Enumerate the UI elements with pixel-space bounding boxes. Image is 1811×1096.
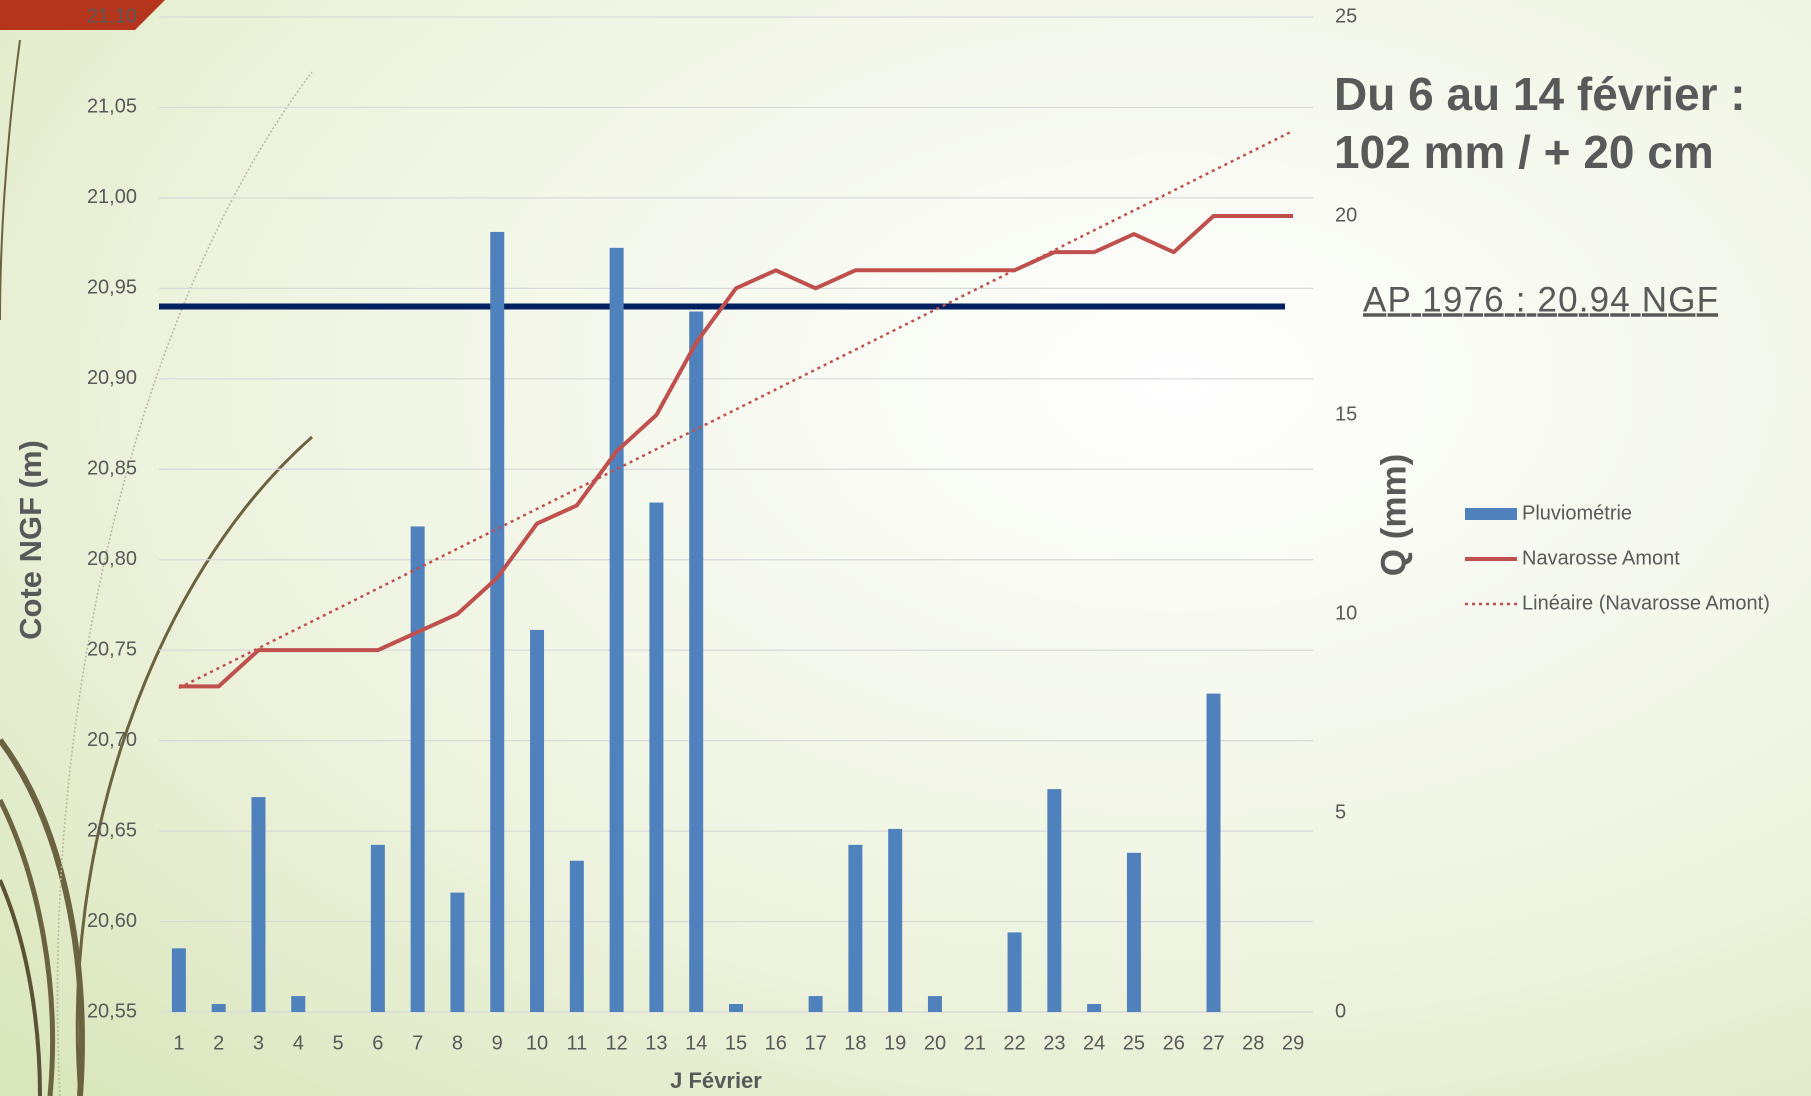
x-tick-label: 8 [452,1032,463,1054]
bar [1207,694,1221,1012]
bar [411,526,425,1012]
x-tick-label: 23 [1043,1032,1065,1054]
x-tick-label: 1 [173,1032,184,1054]
x-tick-label: 21 [964,1032,986,1054]
x-tick-label: 12 [605,1032,627,1054]
x-tick-label: 19 [884,1032,906,1054]
x-tick-label: 29 [1282,1032,1304,1054]
x-tick-label: 28 [1242,1032,1264,1054]
reference-label: AP 1976 : 20.94 NGF [1363,280,1718,319]
x-tick-label: 27 [1202,1032,1224,1054]
bar [371,845,385,1012]
x-tick-label: 2 [213,1032,224,1054]
y-tick-label: 20,65 [87,819,137,841]
legend-swatch [1465,508,1517,520]
y-tick-label: 20,80 [87,548,137,570]
y-axis-title: Cote NGF (m) [13,440,48,640]
x-axis-title: J Février [670,1068,762,1093]
x-tick-label: 10 [526,1032,548,1054]
bar [212,1004,226,1012]
y-tick-label: 21,00 [87,186,137,208]
x-tick-label: 22 [1003,1032,1025,1054]
y2-tick-label: 25 [1335,5,1357,27]
y-tick-label: 20,90 [87,367,137,389]
slide: 20,55 20,60 20,65 20,70 20,75 20,80 20,85 20,90… [0,0,1811,1096]
bar [928,996,942,1012]
y2-tick-label: 15 [1335,403,1357,425]
bar [689,312,703,1012]
bar [172,948,186,1012]
legend-label: Linéaire (Navarosse Amont) [1522,592,1770,614]
y-tick-label: 20,70 [87,729,137,751]
x-tick-label: 6 [372,1032,383,1054]
y2-axis-title: Q (mm) [1374,454,1413,577]
bar [610,248,624,1012]
annotation: 102 mm / + 20 cm [1334,126,1714,178]
x-tick-label: 14 [685,1032,707,1054]
x-tick-label: 17 [804,1032,826,1054]
x-tick-label: 7 [412,1032,423,1054]
y2-tick-label: 0 [1335,1000,1346,1022]
x-tick-label: 13 [645,1032,667,1054]
x-tick-label: 4 [293,1032,304,1054]
x-tick-label: 25 [1123,1032,1145,1054]
legend-label: Pluviométrie [1522,502,1632,524]
y2-tick-label: 20 [1335,204,1357,226]
y-tick-label: 20,95 [87,277,137,299]
bar [251,797,265,1012]
x-tick-label: 20 [924,1032,946,1054]
y2-tick-label: 5 [1335,801,1346,823]
x-tick-label: 16 [765,1032,787,1054]
x-tick-label: 3 [253,1032,264,1054]
bar [809,996,823,1012]
bar [1008,932,1022,1012]
x-tick-label: 5 [333,1032,344,1054]
bar [649,503,663,1012]
y2-tick-label: 10 [1335,602,1357,624]
y-tick-label: 20,75 [87,638,137,660]
y-tick-label: 20,85 [87,458,137,480]
bar [1087,1004,1101,1012]
page: {"chart_data": { "type": "combo", "annot… [0,0,1811,1096]
x-tick-label: 24 [1083,1032,1105,1054]
annotation: Du 6 au 14 février : [1334,68,1746,120]
y-tick-label: 20,60 [87,910,137,932]
bar [729,1004,743,1012]
bar [450,893,464,1012]
bar [570,861,584,1012]
y-tick-label: 21,10 [87,5,137,27]
x-tick-label: 26 [1163,1032,1185,1054]
bar [530,630,544,1012]
bar [1127,853,1141,1012]
legend-label: Navarosse Amont [1522,547,1680,569]
bar [490,232,504,1012]
y-tick-label: 20,55 [87,1000,137,1022]
x-tick-label: 15 [725,1032,747,1054]
bar [291,996,305,1012]
bar [888,829,902,1012]
bar [1047,789,1061,1012]
x-tick-label: 9 [492,1032,503,1054]
bar [848,845,862,1012]
x-tick-label: 11 [566,1032,587,1054]
x-tick-label: 18 [844,1032,866,1054]
y-tick-label: 21,05 [87,96,137,118]
